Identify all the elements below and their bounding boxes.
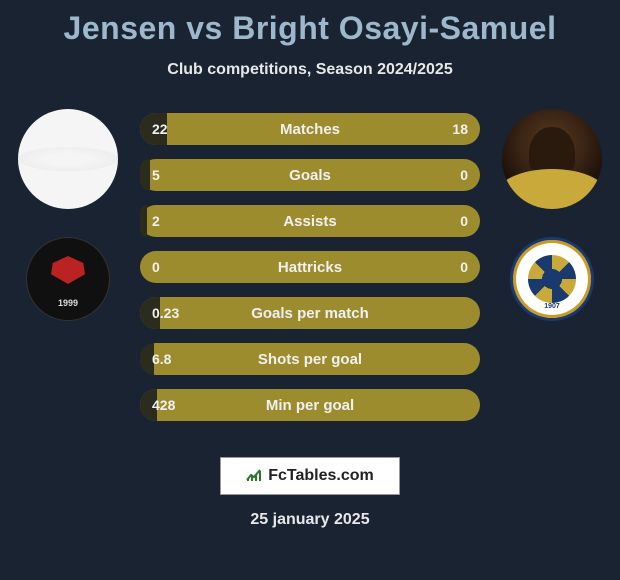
stat-row: 6.8Shots per goal [140, 343, 480, 375]
stat-row: 00Hattricks [140, 251, 480, 283]
club-logo-left [26, 237, 110, 321]
stat-label: Goals per match [140, 297, 480, 329]
stat-row: 50Goals [140, 159, 480, 191]
stat-label: Min per goal [140, 389, 480, 421]
club-logo-right [510, 237, 594, 321]
stat-row: 2218Matches [140, 113, 480, 145]
stat-label: Shots per goal [140, 343, 480, 375]
stat-row: 428Min per goal [140, 389, 480, 421]
player-photo-right [502, 109, 602, 209]
right-player-column [492, 109, 612, 321]
stat-label: Hattricks [140, 251, 480, 283]
site-name: FcTables.com [268, 467, 374, 485]
comparison-content: 2218Matches 50Goals 20Assists 00Hattricks 0.… [0, 109, 620, 439]
stat-row: 0.23Goals per match [140, 297, 480, 329]
stat-bars: 2218Matches 50Goals 20Assists 00Hattricks 0.… [140, 113, 480, 435]
site-logo[interactable]: FcTables.com [220, 457, 400, 495]
stat-label: Goals [140, 159, 480, 191]
left-player-column [8, 109, 128, 321]
stat-row: 20Assists [140, 205, 480, 237]
player-photo-left [18, 109, 118, 209]
stat-label: Matches [140, 113, 480, 145]
footer-date: 25 january 2025 [0, 511, 620, 529]
stat-label: Assists [140, 205, 480, 237]
chart-icon [246, 468, 262, 485]
page-title: Jensen vs Bright Osayi-Samuel [0, 0, 620, 47]
page-subtitle: Club competitions, Season 2024/2025 [0, 61, 620, 79]
